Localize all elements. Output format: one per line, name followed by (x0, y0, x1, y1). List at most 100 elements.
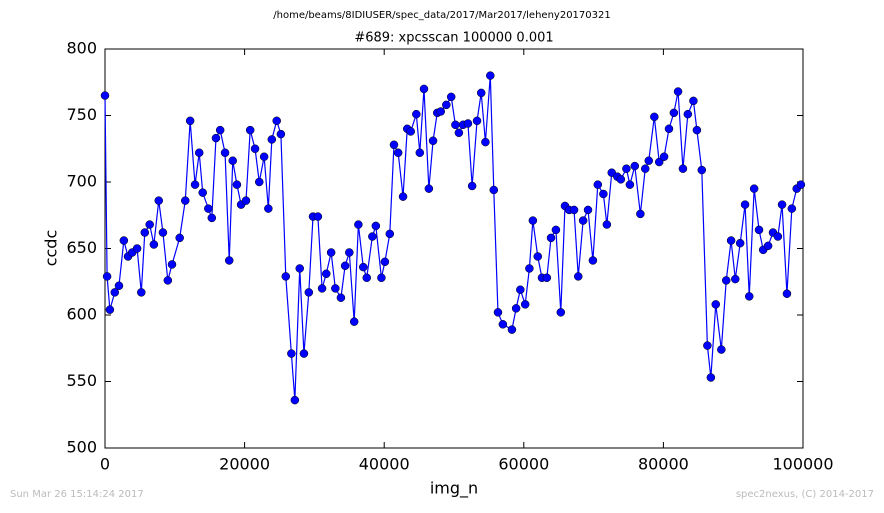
data-point (703, 341, 712, 350)
x-tick-label: 0 (100, 455, 110, 474)
data-point (735, 238, 745, 248)
data-point (673, 87, 683, 96)
data-point (406, 127, 415, 136)
y-tick-label: 600 (66, 305, 97, 324)
data-point (546, 233, 556, 243)
data-point (754, 225, 764, 235)
data-point (412, 109, 421, 119)
data-point (163, 276, 173, 285)
data-point (472, 116, 482, 126)
data-point (706, 373, 716, 382)
data-point (228, 156, 237, 165)
x-tick-label: 80000 (638, 455, 689, 474)
data-point (669, 108, 679, 118)
data-point (380, 257, 390, 267)
data-point (185, 116, 195, 126)
data-point (773, 232, 783, 241)
data-point (777, 200, 787, 209)
data-point (415, 148, 425, 157)
footer-right: spec2nexus, (C) 2014-2017 (736, 489, 874, 500)
data-point (664, 124, 674, 134)
data-point (287, 349, 296, 358)
data-point (424, 184, 434, 193)
y-tick-label: 800 (66, 39, 97, 58)
data-point (224, 256, 234, 265)
data-point (322, 269, 331, 279)
y-tick-label: 750 (66, 105, 97, 124)
data-point (354, 220, 363, 229)
data-point (442, 100, 451, 110)
data-point (368, 232, 377, 241)
data-point (175, 233, 184, 243)
data-point (149, 240, 159, 249)
x-tick-label: 40000 (359, 455, 410, 474)
data-point (533, 252, 543, 261)
data-point (281, 272, 291, 281)
data-point (290, 395, 300, 405)
data-point (796, 180, 806, 189)
data-point (393, 148, 403, 157)
data-point (317, 284, 327, 293)
data-point (110, 288, 120, 297)
data-point (102, 272, 112, 281)
data-point (573, 272, 583, 281)
data-point (782, 289, 792, 298)
data-point (511, 304, 521, 313)
data-point (259, 152, 269, 161)
data-point (454, 128, 464, 138)
data-point (556, 308, 566, 317)
data-point (644, 156, 653, 165)
data-point (137, 288, 146, 297)
data-point (313, 212, 323, 221)
data-point (419, 84, 429, 94)
data-point (371, 221, 381, 231)
data-point (599, 189, 608, 199)
data-point (463, 119, 473, 128)
y-axis-label: ccdc (42, 230, 61, 267)
data-point (476, 88, 486, 98)
x-tick-label: 100000 (772, 455, 833, 474)
data-point (100, 91, 110, 100)
data-point (749, 184, 759, 193)
data-point (525, 264, 534, 273)
data-point (299, 349, 309, 358)
data-point (114, 281, 124, 290)
data-point (158, 228, 168, 237)
data-point (467, 181, 477, 191)
data-point (636, 209, 645, 219)
x-tick-label: 60000 (498, 455, 549, 474)
data-point (232, 180, 242, 189)
chart-suptitle: /home/beams/8IDIUSER/spec_data/2017/Mar2… (273, 10, 610, 21)
data-point (436, 107, 445, 116)
data-point (486, 71, 495, 80)
data-point (154, 196, 163, 205)
y-tick-label: 550 (66, 371, 97, 390)
data-point (593, 180, 603, 189)
data-point (140, 228, 150, 237)
data-point (650, 112, 659, 122)
data-point (105, 305, 115, 314)
data-point (304, 288, 314, 297)
data-point (190, 180, 200, 189)
data-point (726, 236, 736, 245)
data-point (211, 133, 221, 143)
data-point (625, 180, 635, 189)
data-point (528, 216, 538, 225)
data-point (245, 125, 255, 135)
data-point (498, 320, 508, 329)
data-point (385, 229, 395, 239)
data-point (717, 345, 726, 354)
data-point (340, 261, 350, 271)
data-point (697, 165, 707, 175)
data-point (692, 125, 702, 135)
data-point (489, 185, 499, 195)
data-point (198, 188, 207, 197)
data-point (295, 264, 304, 273)
data-point (659, 152, 669, 161)
data-point (689, 96, 698, 106)
data-point (119, 236, 129, 245)
data-point (250, 144, 260, 153)
data-point (583, 205, 593, 215)
data-point (264, 204, 273, 213)
